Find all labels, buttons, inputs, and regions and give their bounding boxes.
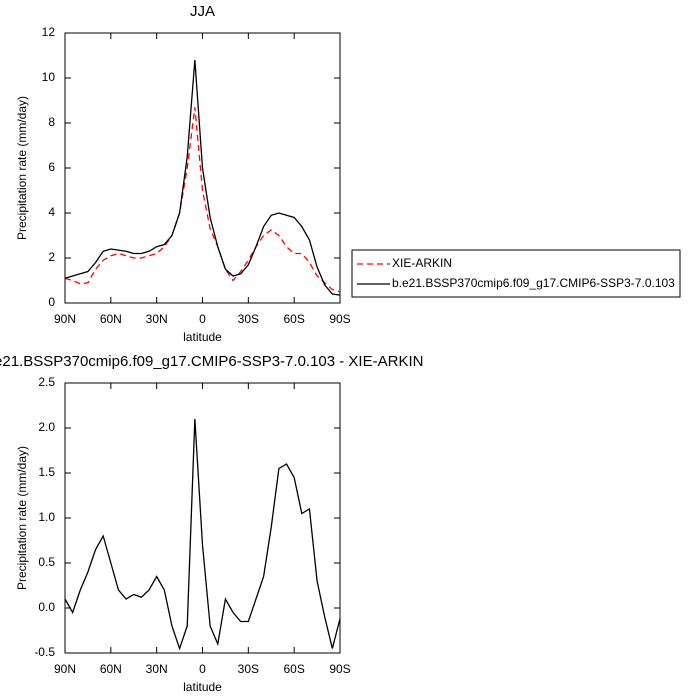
y-tick-label: 1.5 [38,465,55,479]
y-tick-label: -0.5 [34,645,55,659]
x-tick-label: 30N [146,312,168,326]
x-tick-label: 30S [238,662,259,676]
y-tick-label: 2.5 [38,375,55,389]
legend: XIE-ARKIN b.e21.BSSP370cmip6.f09_g17.CMIP… [351,249,681,298]
y-tick-label: 2.0 [38,420,55,434]
y-axis-label: Precipitation rate (mm/day) [15,96,29,240]
chart-panel: JJA latitude Precipitation rate (mm/day) 0 2… [15,3,681,344]
y-tick-label: 10 [42,70,56,84]
y-tick-label: 6 [48,160,55,174]
x-tick-label: 60N [100,312,122,326]
x-tick-label: 0 [199,662,206,676]
y-tick-label: 0.5 [38,555,55,569]
legend-label: XIE-ARKIN [392,256,452,270]
data-line [64,107,341,293]
legend-box [351,249,681,298]
x-axis-label: latitude [183,680,222,694]
x-tick-label: 30S [238,312,259,326]
x-axis-label: latitude [183,330,222,344]
x-tick-label: 90N [54,662,76,676]
x-tick-label: 60N [100,662,122,676]
y-tick-label: 1.0 [38,510,55,524]
data-line [64,418,341,651]
x-tick-label: 90N [54,312,76,326]
chart-title: b.e21.BSSP370cmip6.f09_g17.CMIP6-SSP3-7.… [0,353,423,370]
data-line [64,59,341,296]
x-tick-label: 0 [199,312,206,326]
y-tick-label: 12 [42,25,56,39]
x-tick-label: 60S [283,312,304,326]
y-tick-label: 8 [48,115,55,129]
plot-frame [64,382,341,654]
chart-panel: b.e21.BSSP370cmip6.f09_g17.CMIP6-SSP3-7.… [0,353,423,694]
x-tick-label: 60S [283,662,304,676]
y-tick-label: 4 [48,205,55,219]
y-tick-label: 0.0 [38,600,55,614]
y-tick-label: 0 [48,295,55,309]
plot-frame [64,32,341,304]
y-tick-label: 2 [48,250,55,264]
legend-label: b.e21.BSSP370cmip6.f09_g17.CMIP6-SSP3-7.… [392,276,675,290]
chart-title: JJA [190,3,215,20]
x-tick-label: 90S [329,312,350,326]
x-tick-label: 90S [329,662,350,676]
x-tick-label: 30N [146,662,168,676]
y-axis-label: Precipitation rate (mm/day) [15,446,29,590]
